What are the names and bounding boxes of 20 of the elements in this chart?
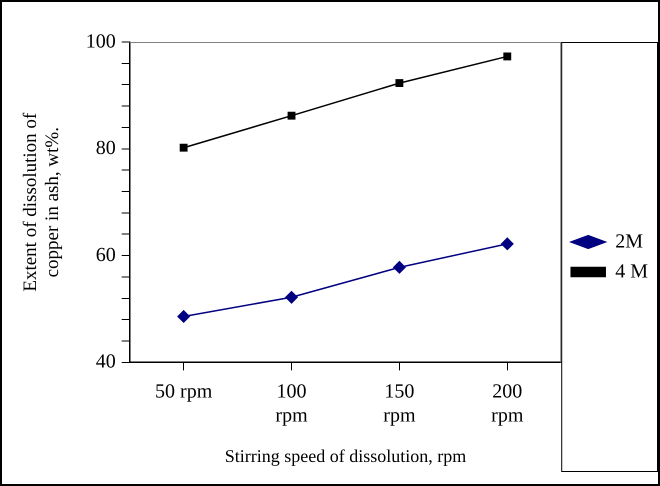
x-tick-label: 150 rpm — [383, 380, 416, 427]
legend-label: 2M — [615, 230, 644, 252]
point — [288, 112, 296, 120]
point — [177, 310, 190, 323]
legend-label: 4 M — [615, 260, 648, 282]
y-tick-label: 60 — [96, 244, 116, 266]
point — [501, 238, 514, 250]
x-tick-label: 50 rpm — [155, 380, 213, 403]
point — [180, 144, 188, 152]
point — [395, 79, 404, 88]
point — [393, 261, 406, 274]
point — [503, 52, 512, 60]
x-tick-label: 100 rpm — [275, 380, 308, 427]
x-axis-title: Stirring speed of dissolution, rpm — [224, 446, 466, 466]
x-tick-label: 200 rpm — [491, 380, 524, 427]
y-tick-label: 80 — [96, 137, 116, 160]
y-tick-label: 100 — [86, 30, 116, 52]
y-axis-title: Extent of dissolution of copper in ash, wt%. — [20, 112, 63, 292]
y-tick-label: 40 — [96, 350, 116, 373]
point — [285, 291, 298, 304]
